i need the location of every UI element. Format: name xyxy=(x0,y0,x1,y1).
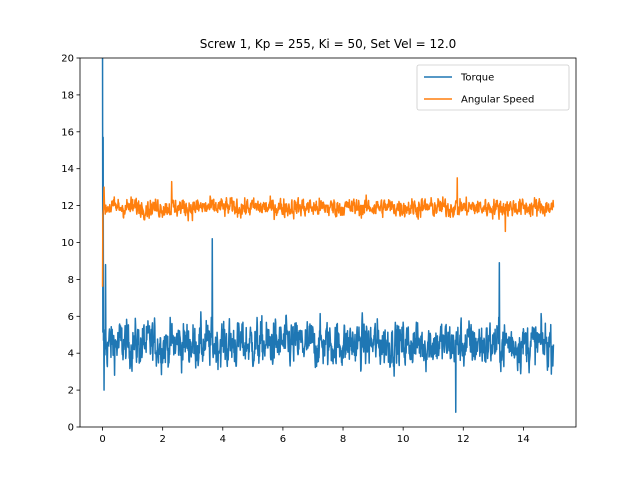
y-tick-label: 10 xyxy=(61,238,74,249)
y-tick-label: 12 xyxy=(61,201,74,212)
x-tick-label: 10 xyxy=(397,434,410,445)
x-tick-label: 4 xyxy=(220,434,226,445)
series-line-angular-speed xyxy=(101,177,555,287)
y-tick-label: 14 xyxy=(61,164,74,175)
axes-layer: 0 2 4 6 8 10 12 14 0 2 4 6 8 10 12 14 16 18 20 xyxy=(61,54,577,445)
x-tick-label: 14 xyxy=(517,434,530,445)
y-tick-label: 6 xyxy=(68,312,74,323)
legend-label: Torque xyxy=(460,73,494,84)
series-line-torque xyxy=(101,58,555,413)
y-tick-label: 2 xyxy=(68,386,74,397)
series-layer xyxy=(101,58,555,413)
x-tick-label: 2 xyxy=(159,434,165,445)
y-tick-label: 4 xyxy=(68,349,74,360)
y-tick-label: 0 xyxy=(68,423,74,434)
y-tick-label: 8 xyxy=(68,275,74,286)
legend-label: Angular Speed xyxy=(461,95,534,106)
x-tick-label: 0 xyxy=(99,434,105,445)
y-tick-label: 20 xyxy=(61,54,74,65)
x-tick-label: 12 xyxy=(457,434,470,445)
x-tick-label: 8 xyxy=(340,434,346,445)
y-tick-label: 18 xyxy=(61,90,74,101)
legend-box xyxy=(416,64,570,111)
x-tick-label: 6 xyxy=(280,434,286,445)
chart-title: Screw 1, Kp = 255, Ki = 50, Set Vel = 12… xyxy=(200,37,457,51)
y-tick-label: 16 xyxy=(61,127,74,138)
legend: Torque Angular Speed xyxy=(416,64,570,111)
